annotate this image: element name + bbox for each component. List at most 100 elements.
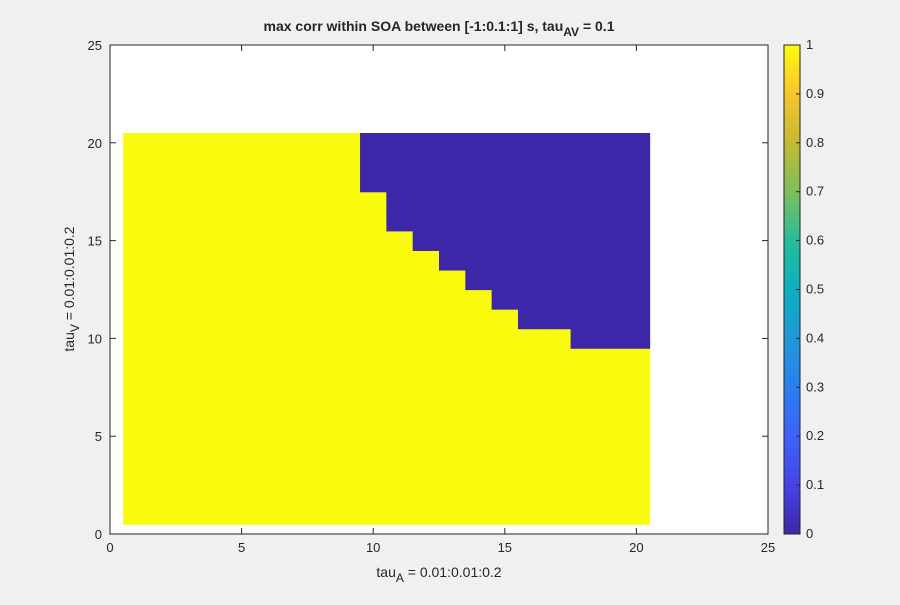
- x-tick-label: 15: [498, 540, 512, 555]
- heatmap-cell: [228, 230, 256, 251]
- heatmap-cell: [123, 367, 151, 388]
- heatmap-cell: [596, 211, 624, 232]
- heatmap-cell: [623, 485, 651, 506]
- heatmap-cell: [596, 269, 624, 291]
- heatmap-cell: [175, 348, 203, 369]
- heatmap-cell: [175, 211, 203, 232]
- heatmap-cell: [465, 289, 493, 310]
- heatmap-cell: [491, 309, 519, 330]
- heatmap-cell: [228, 309, 256, 330]
- heatmap-cell: [281, 269, 308, 291]
- heatmap-cell: [360, 406, 387, 428]
- colorbar-tick-label: 0.4: [806, 330, 824, 345]
- heatmap-cell: [254, 133, 282, 154]
- heatmap-cell: [175, 485, 203, 506]
- x-axis-label: tauA = 0.01:0.01:0.2: [376, 564, 501, 585]
- heatmap-cell: [491, 406, 519, 428]
- heatmap-cell: [254, 191, 282, 212]
- heatmap-cell: [123, 387, 151, 408]
- heatmap-cell: [254, 172, 282, 193]
- heatmap-cell: [596, 387, 624, 408]
- heatmap-cell: [360, 269, 387, 291]
- heatmap-cell: [544, 172, 572, 193]
- heatmap-cell: [360, 309, 387, 330]
- heatmap-cell: [412, 211, 440, 232]
- heatmap-cell: [175, 152, 203, 173]
- heatmap-cell: [281, 348, 308, 369]
- heatmap-cell: [517, 172, 545, 193]
- heatmap-cell: [228, 348, 256, 369]
- heatmap-cell: [623, 328, 651, 349]
- heatmap-cell: [544, 211, 572, 232]
- heatmap-cell: [544, 250, 572, 271]
- heatmap-cell: [333, 504, 361, 525]
- heatmap-cell: [596, 465, 624, 486]
- heatmap-cell: [254, 250, 282, 271]
- heatmap-cell: [412, 465, 440, 486]
- heatmap-cell: [281, 367, 308, 388]
- heatmap-cell: [517, 211, 545, 232]
- heatmap-cell: [570, 250, 598, 271]
- colorbar-tick-label: 0.9: [806, 86, 824, 101]
- heatmap-cell: [202, 328, 230, 349]
- colorbar-tick-label: 0.2: [806, 428, 824, 443]
- heatmap-cell: [570, 348, 598, 369]
- y-axis-label: tauV = 0.01:0.01:0.2: [61, 226, 82, 351]
- heatmap-cell: [412, 485, 440, 506]
- heatmap-cell: [307, 172, 335, 193]
- heatmap-cell: [596, 485, 624, 506]
- heatmap-cell: [228, 191, 256, 212]
- heatmap-cell: [544, 191, 572, 212]
- heatmap-cell: [123, 426, 151, 447]
- y-tick-label: 15: [88, 234, 102, 249]
- heatmap-cell: [149, 485, 177, 506]
- colorbar-tick-label: 0.1: [806, 477, 824, 492]
- heatmap-cell: [254, 328, 282, 349]
- heatmap-cell: [439, 504, 466, 525]
- heatmap-cell: [333, 230, 361, 251]
- heatmap-cell: [307, 465, 335, 486]
- heatmap-cell: [360, 504, 387, 525]
- heatmap-cell: [386, 328, 414, 349]
- heatmap-cell: [202, 230, 230, 251]
- colorbar-tick-label: 1: [806, 37, 813, 52]
- heatmap-cell: [517, 328, 545, 349]
- heatmap-cell: [254, 406, 282, 428]
- heatmap-cell: [175, 133, 203, 154]
- heatmap-cell: [281, 465, 308, 486]
- heatmap-cell: [491, 445, 519, 467]
- heatmap-cell: [123, 152, 151, 173]
- heatmap-cell: [491, 152, 519, 173]
- heatmap-cell: [596, 152, 624, 173]
- heatmap-cell: [412, 230, 440, 251]
- heatmap-cell: [202, 269, 230, 291]
- heatmap-cell: [412, 133, 440, 154]
- heatmap-cell: [412, 172, 440, 193]
- heatmap-cell: [281, 426, 308, 447]
- heatmap-cell: [149, 309, 177, 330]
- heatmap-cell: [202, 191, 230, 212]
- heatmap-cell: [544, 445, 572, 467]
- heatmap-cell: [333, 191, 361, 212]
- heatmap-cell: [412, 309, 440, 330]
- heatmap-cell: [202, 406, 230, 428]
- heatmap-cell: [228, 465, 256, 486]
- heatmap-cell: [412, 328, 440, 349]
- heatmap-cell: [202, 485, 230, 506]
- heatmap-cell: [465, 504, 493, 525]
- heatmap-cell: [175, 172, 203, 193]
- heatmap-cell: [360, 445, 387, 467]
- heatmap-cell: [386, 172, 414, 193]
- heatmap-cell: [333, 465, 361, 486]
- chart-title: max corr within SOA between [-1:0.1:1] s…: [264, 18, 615, 39]
- heatmap-cell: [202, 387, 230, 408]
- heatmap-cell: [386, 426, 414, 447]
- heatmap-cell: [412, 348, 440, 369]
- heatmap-cell: [281, 445, 308, 467]
- heatmap-cell: [517, 504, 545, 525]
- heatmap-cell: [570, 191, 598, 212]
- heatmap-cell: [544, 230, 572, 251]
- heatmap-cell: [228, 211, 256, 232]
- heatmap-cell: [596, 289, 624, 310]
- heatmap-cell: [202, 211, 230, 232]
